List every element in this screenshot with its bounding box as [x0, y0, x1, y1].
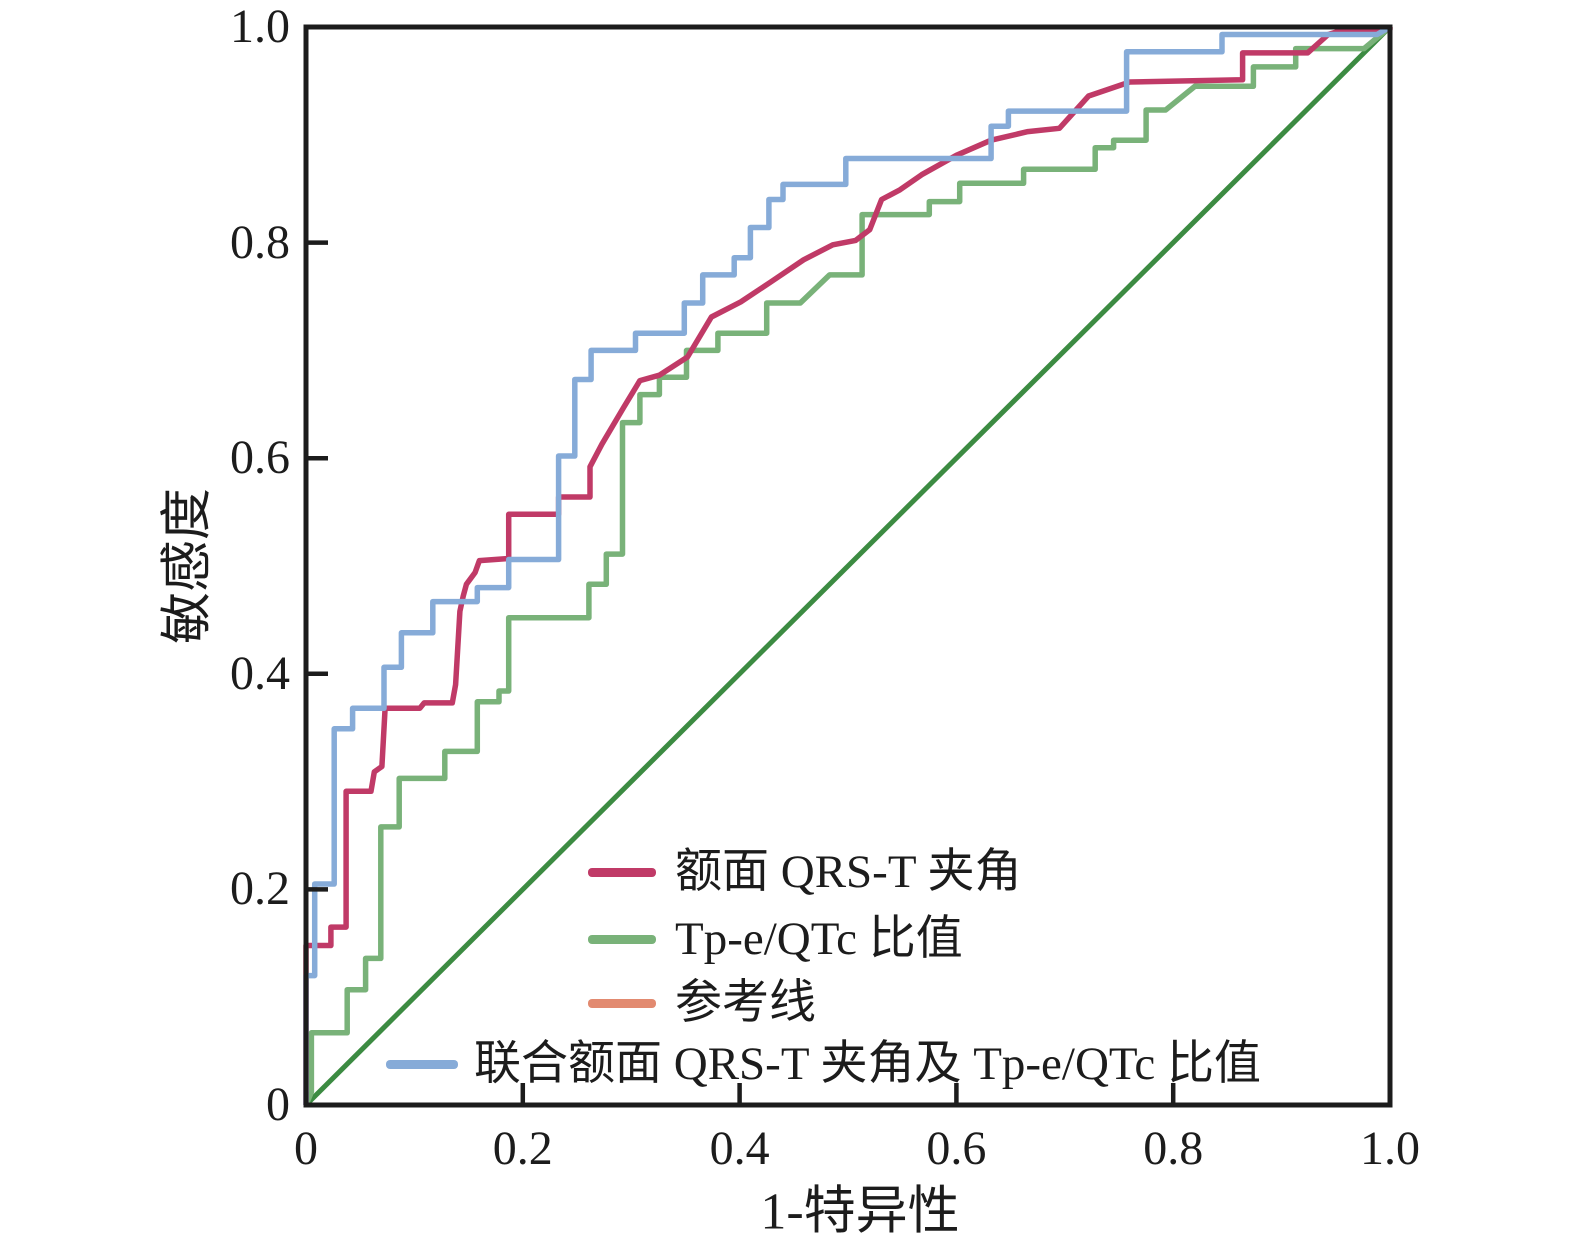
x-tick-label-0: 0	[294, 1122, 318, 1175]
y-tick-label-0.8: 0.8	[230, 215, 290, 269]
legend-item-reference-line: 参考线	[588, 974, 816, 1032]
legend-label-qrst-angle: 额面 QRS-T 夹角	[675, 846, 1022, 898]
x-axis-title: 1-特异性	[760, 1183, 960, 1241]
legend-item-tpe-qtc: Tp-e/QTc 比值	[588, 910, 963, 968]
y-tick-label-0.6: 0.6	[230, 431, 290, 485]
y-axis-title: 敏感度	[159, 487, 217, 645]
legend-label-reference-line: 参考线	[675, 977, 816, 1029]
x-tick-label-0.4: 0.4	[709, 1122, 770, 1175]
series-line-2-roc-curve	[303, 26, 1393, 1105]
legend-swatch-qrst-angle	[588, 867, 656, 877]
series-layer	[303, 24, 1393, 1107]
y-tick-label-0.2: 0.2	[230, 862, 290, 916]
y-tick-label-1.0: 1.0	[230, 0, 290, 53]
series-line-3-roc-curve	[303, 24, 1392, 1105]
x-tick-label-0.8: 0.8	[1143, 1122, 1204, 1175]
y-tick-label-0.4: 0.4	[230, 646, 290, 700]
legend-swatch-combined	[386, 1059, 458, 1069]
legend-swatch-tpe-qtc	[588, 934, 656, 944]
axes-frame	[303, 24, 1393, 1108]
x-tick-label-1.0: 1.0	[1360, 1122, 1420, 1175]
legend-item-combined: 联合额面 QRS-T 夹角及 Tp-e/QTc 比值	[386, 1035, 1261, 1093]
legend-label-tpe-qtc: Tp-e/QTc 比值	[675, 913, 963, 965]
series-line-0-reference-diagonal	[304, 25, 1392, 1107]
y-tick-label-0: 0	[266, 1078, 290, 1131]
legend-label-combined: 联合额面 QRS-T 夹角及 Tp-e/QTc 比值	[474, 1038, 1261, 1090]
plot-border	[303, 24, 1393, 1108]
legend-item-qrst-angle: 额面 QRS-T 夹角	[588, 843, 1021, 901]
x-tick-label-0.6: 0.6	[926, 1122, 987, 1175]
legend-swatch-reference-line	[588, 998, 656, 1008]
x-tick-label-0.2: 0.2	[492, 1122, 553, 1175]
series-line-1-roc-curve	[303, 24, 1392, 1107]
